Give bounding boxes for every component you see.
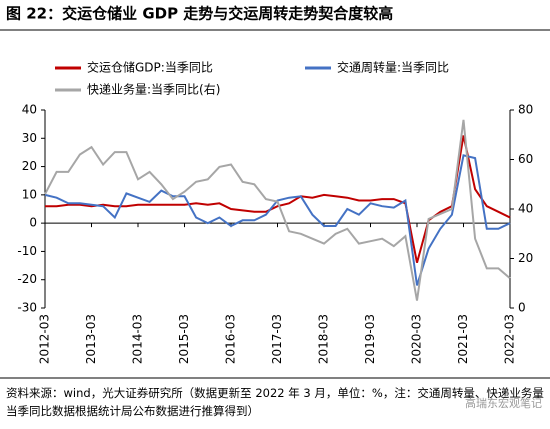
legend-label: 交通周转量:当季同比: [337, 60, 449, 75]
x-tick-label: 2018-03: [317, 314, 331, 364]
y-tick-label: 40: [22, 103, 37, 117]
x-tick-label: 2020-03: [410, 314, 424, 364]
legend-label: 交运仓储GDP:当季同比: [87, 60, 213, 75]
y-tick-label: 20: [22, 159, 37, 173]
y-tick-label: 30: [22, 131, 37, 145]
x-tick-label: 2016-03: [224, 314, 238, 364]
legend-label: 快递业务量:当季同比(右): [87, 82, 220, 97]
y2-tick-label: 40: [518, 202, 533, 216]
x-tick-label: 2015-03: [177, 314, 191, 364]
chart: 图 22：交运仓储业 GDP 走势与交运周转走势契合度较高 -30 -20 -10 0…: [0, 5, 550, 379]
x-tick-label: 2019-03: [363, 314, 377, 364]
x-tick-label: 2017-03: [270, 314, 284, 364]
y2-tick-label: 80: [518, 103, 533, 117]
x-tick-label: 2013-03: [84, 314, 98, 364]
series-line: [44, 154, 511, 286]
y-tick-label: -10: [17, 244, 37, 258]
x-tick-label: 2014-03: [131, 314, 145, 364]
watermark: 高瑞东宏观笔记: [465, 397, 542, 410]
y-tick-label: 0: [29, 216, 37, 230]
series-line: [45, 135, 511, 263]
y-tick-label: -20: [17, 272, 37, 286]
y-tick-label: 10: [22, 187, 37, 201]
x-tick-label: 2022-03: [503, 314, 517, 364]
chart-title: 图 22：交运仓储业 GDP 走势与交运周转走势契合度较高: [6, 5, 393, 23]
y2-tick-label: 0: [518, 301, 526, 315]
x-tick-label: 2012-03: [38, 314, 52, 364]
series-line: [44, 119, 511, 301]
y-tick-label: -30: [17, 301, 37, 315]
y2-tick-label: 20: [518, 251, 533, 265]
source-note: 资料来源：wind，光大证券研究所（数据更新至 2022 年 3 月，单位：%，…: [6, 386, 544, 418]
x-tick-label: 2021-03: [456, 314, 470, 364]
y2-tick-label: 60: [518, 152, 533, 166]
